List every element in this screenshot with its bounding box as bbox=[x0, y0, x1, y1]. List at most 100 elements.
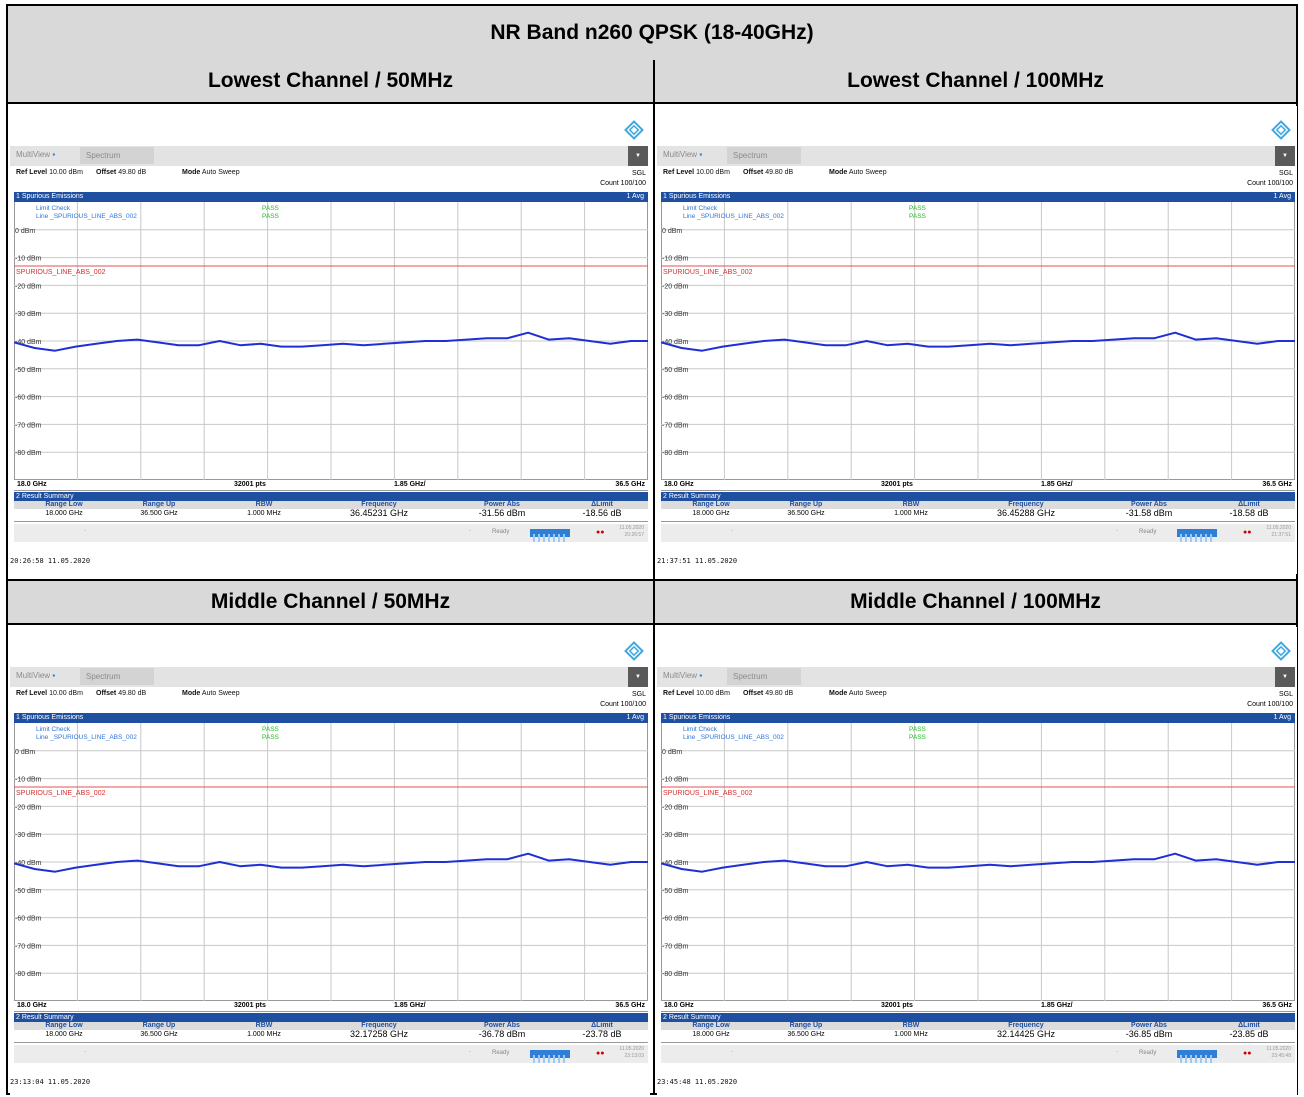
trace-point bbox=[14, 862, 15, 865]
trace-point bbox=[198, 344, 200, 346]
trace-point bbox=[1153, 337, 1156, 340]
result-cell-power: Power Abs -36.78 dBm bbox=[478, 1022, 526, 1039]
trace-point bbox=[239, 865, 241, 867]
tab-spectrum[interactable]: Spectrum bbox=[80, 147, 154, 164]
status-bar: - - Ready ●● 11.05.2020 20:26:57 bbox=[14, 524, 648, 542]
offset: Offset 49.80 dB bbox=[96, 690, 147, 697]
y-tick-label: -80 dBm bbox=[662, 450, 689, 457]
y-tick-label: -30 dBm bbox=[662, 832, 689, 839]
y-tick-label: -10 dBm bbox=[15, 256, 42, 263]
trace-point bbox=[783, 859, 786, 862]
limit-line-label: SPURIOUS_LINE_ABS_002 bbox=[16, 790, 106, 797]
column-header-lowest-50: Lowest Channel / 50MHz bbox=[8, 60, 653, 104]
window-title-result[interactable]: 2 Result Summary bbox=[661, 492, 1295, 501]
chevron-down-icon[interactable]: ▼ bbox=[628, 146, 648, 166]
result-cell-range-up: Range Up 36.500 GHz bbox=[140, 1022, 178, 1038]
window-title-result[interactable]: 2 Result Summary bbox=[14, 1013, 648, 1022]
trace-point bbox=[721, 345, 724, 348]
y-tick-label: -50 dBm bbox=[15, 888, 42, 895]
trace-point bbox=[177, 344, 180, 346]
trace-point bbox=[362, 865, 365, 867]
trace-point bbox=[1174, 852, 1176, 855]
chevron-down-icon[interactable]: ▼ bbox=[1275, 146, 1295, 166]
trace-point bbox=[218, 340, 221, 342]
result-cell-range-up: Range Up 36.500 GHz bbox=[787, 1022, 825, 1038]
stop-frequency: 36.5 GHz bbox=[1262, 481, 1292, 488]
trace-point bbox=[701, 349, 703, 352]
table-title: NR Band n260 QPSK (18-40GHz) bbox=[8, 6, 1296, 62]
trace-point bbox=[661, 341, 662, 344]
trace-point bbox=[680, 868, 683, 870]
y-tick-label: -30 dBm bbox=[15, 832, 42, 839]
tab-spectrum[interactable]: Spectrum bbox=[727, 147, 801, 164]
result-cell-frequency: Frequency 32.17258 GHz bbox=[349, 1022, 409, 1039]
y-tick-label: -20 dBm bbox=[662, 804, 689, 811]
result-cell-range-up: Range Up 36.500 GHz bbox=[787, 501, 825, 517]
trace-point bbox=[95, 863, 98, 866]
trace-point bbox=[701, 870, 703, 873]
ready-status: Ready bbox=[1139, 529, 1157, 535]
tab-spectrum[interactable]: Spectrum bbox=[727, 668, 801, 685]
result-cell-range-low: Range Low 18.000 GHz bbox=[45, 1022, 83, 1038]
y-tick-label: -80 dBm bbox=[15, 450, 42, 457]
tab-spectrum[interactable]: Spectrum bbox=[80, 668, 154, 685]
trace-line bbox=[14, 852, 648, 873]
trace-point bbox=[342, 342, 344, 345]
tab-multiview[interactable]: MultiView ▪ bbox=[16, 671, 56, 680]
trace-point bbox=[968, 865, 971, 867]
window-title-result[interactable]: 2 Result Summary bbox=[661, 1013, 1295, 1022]
y-tick-label: -20 dBm bbox=[662, 283, 689, 290]
trace-point bbox=[1092, 861, 1094, 863]
window-title-spurious[interactable]: 1 Spurious Emissions 1 Avg bbox=[14, 713, 648, 723]
trace-point bbox=[647, 861, 648, 863]
trace-point bbox=[927, 345, 930, 348]
result-summary-table: Range Low 18.000 GHz Range Up 36.500 GHz R… bbox=[14, 501, 648, 522]
trace-point bbox=[239, 344, 241, 346]
window-title-spurious[interactable]: 1 Spurious Emissions 1 Avg bbox=[14, 192, 648, 202]
y-tick-label: -70 dBm bbox=[15, 943, 42, 950]
grid-icon: ▪ bbox=[699, 671, 703, 680]
y-tick-label: -80 dBm bbox=[15, 971, 42, 978]
trace-point bbox=[342, 863, 344, 866]
result-cell-delta-limit: ΔLimit -23.85 dB bbox=[1229, 1022, 1269, 1039]
y-tick-label: -70 dBm bbox=[662, 943, 689, 950]
start-frequency: 18.0 GHz bbox=[17, 481, 47, 488]
tab-multiview[interactable]: MultiView ▪ bbox=[663, 150, 703, 159]
trace-point bbox=[321, 344, 324, 346]
menu-bar bbox=[10, 146, 648, 166]
tab-multiview[interactable]: MultiView ▪ bbox=[16, 150, 56, 159]
tab-multiview[interactable]: MultiView ▪ bbox=[663, 671, 703, 680]
trace-line bbox=[661, 852, 1295, 873]
pass-status: PASS bbox=[262, 734, 280, 741]
y-tick-label: -60 dBm bbox=[662, 395, 689, 402]
trace-point bbox=[763, 861, 765, 863]
trace-point bbox=[1133, 858, 1135, 861]
trace-point bbox=[1153, 858, 1156, 861]
chevron-down-icon[interactable]: ▼ bbox=[1275, 667, 1295, 687]
limit-line-name: Line _SPURIOUS_LINE_ABS_002 bbox=[36, 213, 137, 220]
y-tick-label: -60 dBm bbox=[662, 916, 689, 923]
pass-status: PASS bbox=[262, 726, 280, 733]
y-tick-label: 0 dBm bbox=[662, 749, 682, 756]
trace-point bbox=[1133, 337, 1135, 340]
spectrum-screenshot-lowest-50: MultiView ▪ Spectrum ▼ Ref Level 10.00 d… bbox=[10, 106, 650, 574]
spectrum-screenshot-lowest-100: MultiView ▪ Spectrum ▼ Ref Level 10.00 d… bbox=[657, 106, 1297, 574]
ready-status: Ready bbox=[492, 529, 510, 535]
trace-point bbox=[1174, 331, 1176, 334]
window-title-result[interactable]: 2 Result Summary bbox=[14, 492, 648, 501]
y-tick-label: -40 dBm bbox=[15, 339, 42, 346]
window-title-spurious[interactable]: 1 Spurious Emissions 1 Avg bbox=[661, 192, 1295, 202]
trace-point bbox=[527, 331, 529, 334]
status-datetime: 11.05.2020 23:13:03 bbox=[619, 1046, 644, 1059]
result-cell-range-up: Range Up 36.500 GHz bbox=[140, 501, 178, 517]
window-title-spurious[interactable]: 1 Spurious Emissions 1 Avg bbox=[661, 713, 1295, 723]
trace-point bbox=[54, 870, 56, 873]
spectrum-chart: 0 dBm -10 dBm -20 dBm -30 dBm -40 dBm -50 dBm… bbox=[14, 723, 648, 1001]
trace-point bbox=[1030, 342, 1032, 345]
span-per-div: 1.85 GHz/ bbox=[394, 1002, 426, 1009]
trace-point bbox=[95, 342, 98, 345]
result-cell-rbw: RBW 1.000 MHz bbox=[894, 1022, 928, 1038]
trace-point bbox=[465, 338, 468, 341]
chevron-down-icon[interactable]: ▼ bbox=[628, 667, 648, 687]
trace-point bbox=[383, 342, 385, 345]
